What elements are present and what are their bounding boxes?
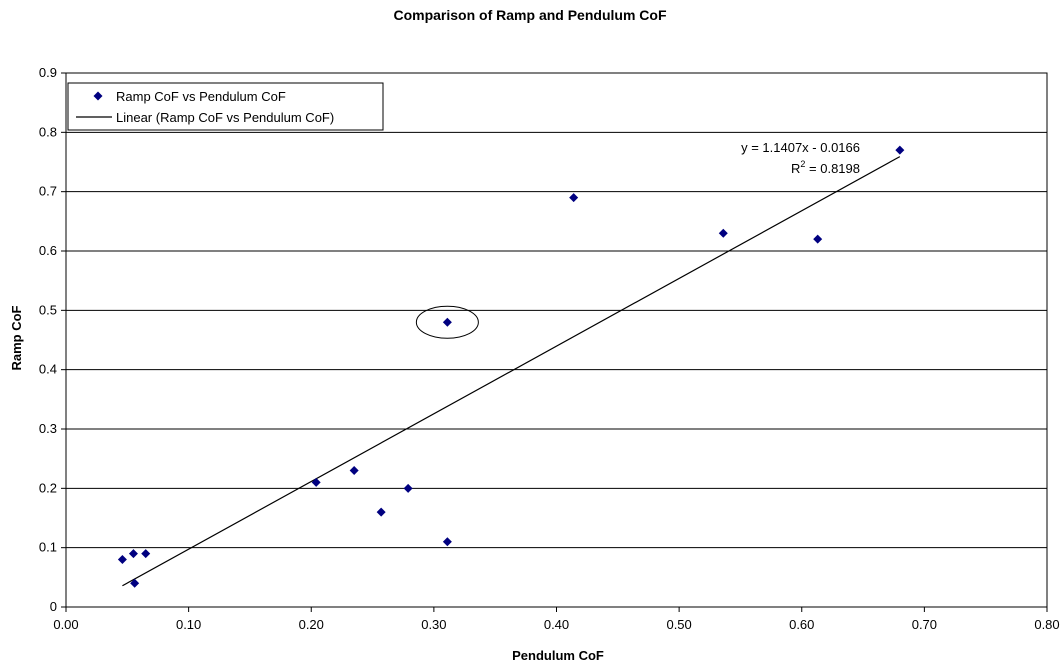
chart-title: Comparison of Ramp and Pendulum CoF	[393, 7, 666, 23]
data-point	[141, 549, 151, 559]
x-tick-label: 0.60	[789, 617, 814, 632]
y-tick-labels: 0 0.1 0.2 0.3 0.4 0.5 0.6 0.7 0.8 0.9	[39, 65, 57, 614]
legend-box	[67, 82, 384, 131]
legend-label-trendline: Linear (Ramp CoF vs Pendulum CoF)	[116, 110, 334, 125]
y-tick-label: 0.7	[39, 184, 57, 199]
legend-label-series: Ramp CoF vs Pendulum CoF	[116, 89, 286, 104]
x-tick-label: 0.50	[666, 617, 691, 632]
data-point	[117, 555, 127, 565]
x-tick-label: 0.70	[912, 617, 937, 632]
x-tick-label: 0.20	[299, 617, 324, 632]
axes	[65, 72, 1048, 612]
x-tick-label: 0.80	[1034, 617, 1059, 632]
legend: Ramp CoF vs Pendulum CoF Linear (Ramp CoF…	[67, 82, 384, 131]
data-point	[376, 507, 386, 517]
data-point	[311, 477, 321, 487]
highlight-ellipse	[415, 305, 479, 339]
data-point	[128, 549, 138, 559]
x-axis-title: Pendulum CoF	[512, 648, 604, 663]
data-point	[895, 145, 905, 155]
y-tick-label: 0.2	[39, 480, 57, 495]
y-tick-label: 0.6	[39, 243, 57, 258]
y-tick-label: 0.5	[39, 302, 57, 317]
y-axis-title: Ramp CoF	[9, 305, 24, 370]
data-point	[569, 193, 579, 203]
data-points	[117, 145, 905, 588]
data-point	[442, 537, 452, 547]
data-point	[403, 483, 413, 493]
x-tick-label: 0.00	[53, 617, 78, 632]
y-tick-label: 0	[50, 599, 57, 614]
y-tick-label: 0.4	[39, 362, 57, 377]
y-tick-label: 0.1	[39, 540, 57, 555]
data-point	[130, 578, 140, 588]
data-point	[349, 466, 359, 476]
legend-marker-series	[93, 91, 103, 101]
x-tick-label: 0.30	[421, 617, 446, 632]
trendline-group	[122, 156, 901, 587]
data-point	[442, 317, 452, 327]
data-point	[813, 234, 823, 244]
y-tick-label: 0.9	[39, 65, 57, 80]
highlight-group	[415, 305, 479, 339]
data-point	[718, 228, 728, 238]
x-tick-label: 0.10	[176, 617, 201, 632]
y-tick-label: 0.3	[39, 421, 57, 436]
trendline-equation: y = 1.1407x - 0.0166	[741, 140, 860, 155]
y-tick-label: 0.8	[39, 124, 57, 139]
x-tick-labels: 0.00 0.10 0.20 0.30 0.40 0.50 0.60 0.70 0.80	[53, 617, 1059, 632]
trendline-equation-group: y = 1.1407x - 0.0166 R2 = 0.8198	[741, 140, 860, 176]
x-tick-label: 0.40	[544, 617, 569, 632]
trendline-r-squared: R2 = 0.8198	[791, 159, 860, 176]
trendline	[122, 156, 901, 587]
